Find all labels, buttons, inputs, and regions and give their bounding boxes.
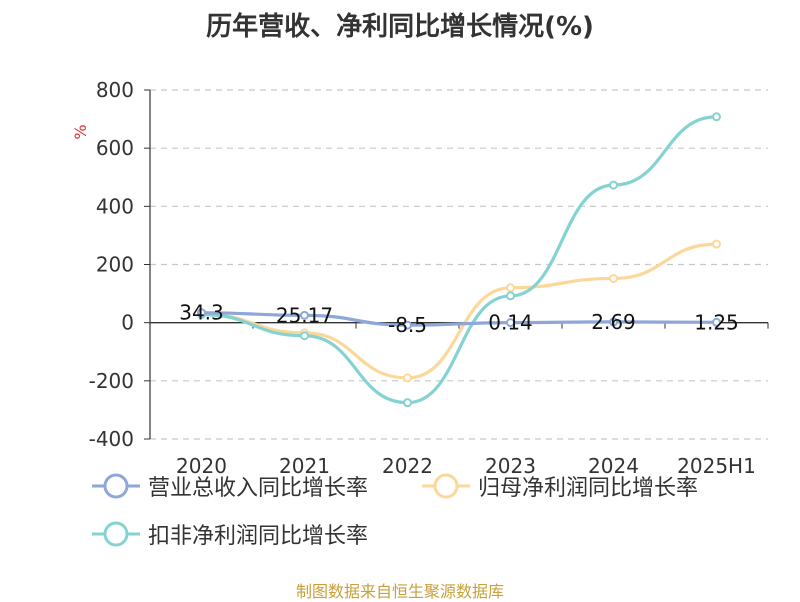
data-point [609, 273, 618, 283]
data-point [403, 398, 412, 408]
legend-item[interactable]: 扣非净利润同比增长率 [90, 518, 368, 550]
y-axis-unit: % [71, 124, 90, 139]
x-tick-label: 2025H1 [677, 454, 756, 478]
data-point [300, 331, 309, 341]
data-point [712, 112, 721, 122]
data-label: 2.69 [591, 310, 636, 334]
y-tick-label: 800 [96, 78, 134, 102]
data-point [403, 373, 412, 383]
data-point [197, 308, 206, 318]
data-label: 0.14 [488, 311, 533, 335]
data-label: 34.3 [179, 301, 224, 325]
y-tick-label: -200 [89, 369, 134, 393]
x-tick-label: 2020 [176, 454, 227, 478]
data-point [609, 180, 618, 190]
data-point [712, 317, 721, 327]
data-point [403, 320, 412, 330]
series-line [201, 311, 717, 327]
data-point [609, 317, 618, 327]
y-tick-label: 200 [96, 253, 134, 277]
data-point [712, 239, 721, 249]
data-point [300, 310, 309, 320]
y-tick-label: 400 [96, 194, 134, 218]
series-line [201, 115, 717, 405]
data-label: 25.17 [276, 303, 333, 327]
legend-item[interactable]: 归母净利润同比增长率 [420, 470, 698, 502]
chart-title: 历年营收、净利同比增长情况(%) [206, 12, 594, 42]
legend-marker-icon [92, 473, 140, 499]
source-note: 制图数据来自恒生聚源数据库 [295, 582, 504, 601]
legend-item[interactable]: 营业总收入同比增长率 [90, 470, 368, 502]
legend-label: 营业总收入同比增长率 [148, 476, 369, 501]
data-point [506, 283, 515, 293]
data-point [506, 291, 515, 301]
x-tick-label: 2021 [279, 454, 330, 478]
y-tick-label: 600 [96, 136, 134, 160]
y-tick-label: 0 [121, 311, 134, 335]
data-label: -8.5 [388, 313, 427, 337]
legend-label: 归母净利润同比增长率 [478, 476, 699, 501]
legend-label: 扣非净利润同比增长率 [148, 524, 369, 549]
x-tick-label: 2024 [588, 454, 639, 478]
data-label: 1.25 [694, 310, 739, 334]
x-tick-label: 2022 [382, 454, 433, 478]
legend-marker-icon [422, 473, 470, 499]
series-line [201, 242, 717, 380]
y-tick-label: -400 [89, 427, 134, 451]
data-point [506, 318, 515, 328]
x-tick-label: 2023 [485, 454, 536, 478]
legend-marker-icon [92, 521, 140, 547]
